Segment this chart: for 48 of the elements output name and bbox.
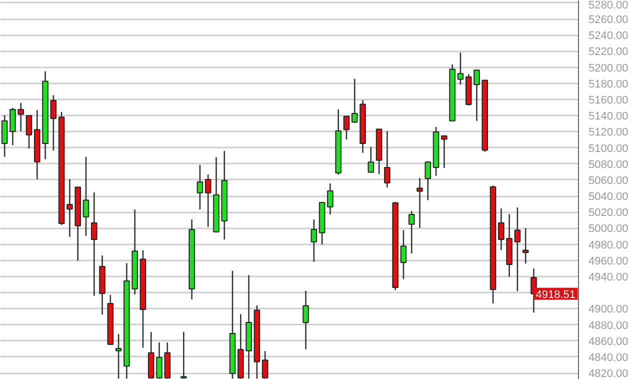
candlestick (522, 227, 529, 264)
y-tick-label: 5240.00 (588, 30, 628, 42)
y-tick-label: 5280.00 (588, 0, 628, 12)
y-tick-label: 5040.00 (588, 191, 628, 204)
candlestick (204, 174, 212, 228)
candlestick (327, 182, 334, 216)
y-tick-label: 5100.00 (588, 142, 628, 155)
y-tick-label: 4840.00 (588, 352, 628, 364)
candlestick (115, 333, 122, 379)
candlestick (408, 210, 415, 254)
candlestick (368, 146, 374, 174)
candlestick (1, 114, 8, 158)
y-tick-label: 5020.00 (588, 207, 628, 220)
y-tick-label: 5060.00 (588, 174, 628, 187)
candlestick (82, 156, 90, 237)
candlestick (180, 331, 187, 379)
y-tick-label: 5000.00 (588, 223, 628, 236)
annotation: 4918.51 (536, 288, 576, 301)
candlestick (400, 230, 407, 280)
y-tick-label: 4960.00 (588, 255, 628, 268)
candlestick (441, 135, 448, 169)
candlestick (514, 206, 521, 292)
y-tick-label: 4880.00 (588, 320, 628, 332)
candlestick (26, 114, 32, 150)
y-tick-label: 5220.00 (588, 46, 628, 58)
candlestick (343, 116, 350, 140)
y-tick-label: 5140.00 (588, 110, 628, 123)
y-tick-label: 4940.00 (588, 272, 628, 284)
y-tick-label: 5200.00 (588, 62, 628, 74)
y-tick-label: 4820.00 (588, 368, 628, 379)
candlestick (416, 177, 423, 228)
y-tick-label: 5080.00 (588, 158, 628, 171)
candlestick (457, 52, 464, 86)
candlestick (196, 164, 204, 210)
candlestick (310, 218, 318, 263)
y-tick-label: 4900.00 (588, 304, 628, 316)
candlestick (302, 290, 309, 350)
y-tick-label: 4980.00 (588, 239, 628, 252)
candlestick (90, 192, 98, 296)
y-tick-label: 5260.00 (588, 14, 628, 26)
candlestick (262, 350, 268, 379)
y-tick-label: 5120.00 (588, 126, 628, 139)
candlestick (424, 160, 432, 201)
y-tick-label: 5160.00 (588, 94, 628, 106)
candlestick (50, 94, 57, 152)
candlestick (384, 130, 390, 188)
y-tick-label: 5180.00 (588, 78, 628, 90)
y-tick-label: 4860.00 (588, 336, 628, 348)
